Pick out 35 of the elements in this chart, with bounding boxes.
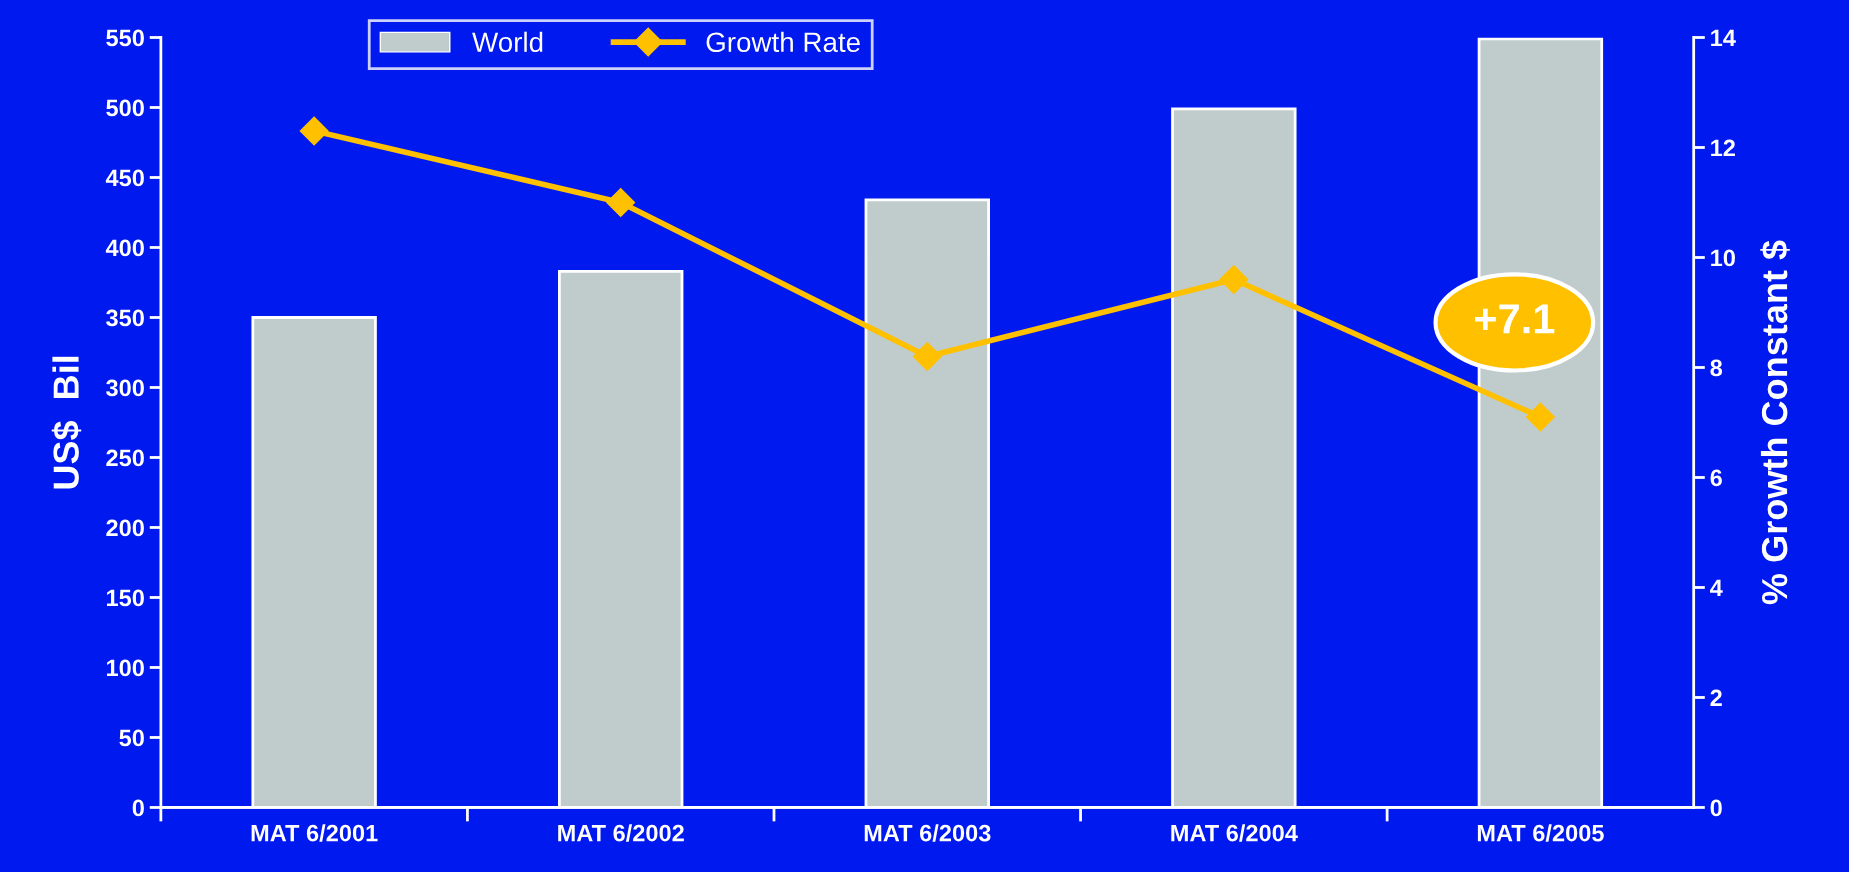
y-tick-label: 0 [132,799,144,817]
y-axis-title: US$ Bil [51,356,82,489]
y-tick-label: 100 [106,659,144,677]
annotation: +7.1 [1474,304,1555,334]
y2-axis-title: % Growth Constant $ [1760,240,1790,605]
x-tick-label: MAT 6/2004 [1171,824,1298,842]
y2-tick-label: 2 [1710,689,1722,707]
x-tick-label: MAT 6/2001 [251,824,378,842]
x-tick-label: MAT 6/2002 [558,824,684,842]
y-tick-label: 500 [106,99,144,117]
y2-tick-label: 8 [1710,359,1723,377]
point [606,188,636,217]
y-tick-label: 50 [119,729,144,747]
point [1525,402,1555,432]
x-tick-label: MAT 6/2005 [1477,824,1604,842]
y-tick-label: 350 [106,309,144,327]
y2-tick-label: 0 [1710,799,1722,817]
y-tick-label: 450 [105,169,144,187]
point [912,342,942,371]
y2-tick-label: 4 [1710,579,1723,597]
y-tick-label: 300 [106,379,144,397]
y-tick-label: 200 [106,519,144,537]
y-tick-label: 150 [106,589,144,607]
y2-tick-label: 12 [1711,139,1735,157]
y2-tick-label: 14 [1711,29,1736,47]
y2-tick-label: 10 [1711,249,1735,267]
y2-tick-label: 6 [1710,469,1722,487]
x-tick-label: MAT 6/2003 [864,824,991,842]
y-tick-label: 250 [106,449,144,467]
point [1219,265,1249,294]
legend-label: Growth Rate [706,31,860,53]
y-tick-label: 550 [106,29,144,47]
point [299,116,329,146]
y-tick-label: 400 [105,239,144,257]
legend-label: World [472,31,543,53]
